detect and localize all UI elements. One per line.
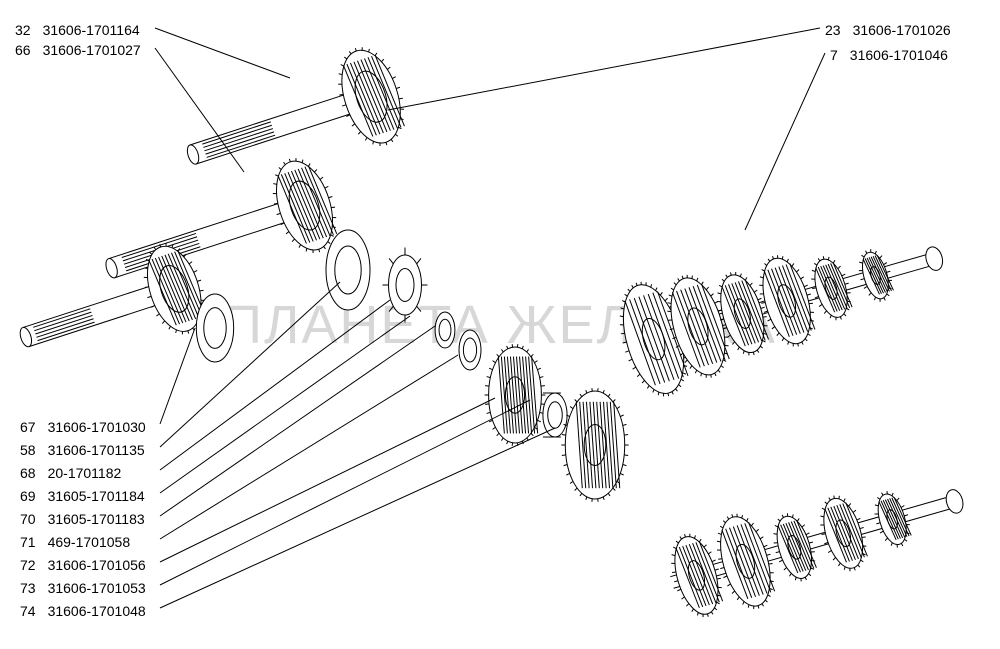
callout-partnumber: 31605-1701184 (48, 489, 145, 503)
callout-index: 23 (825, 23, 841, 37)
callout-index: 7 (830, 48, 838, 62)
callout-partnumber: 31606-1701027 (43, 43, 141, 57)
callout-partnumber: 31606-1701053 (48, 581, 146, 595)
leader-lines (0, 0, 1000, 649)
callout-partnumber: 31606-1701030 (48, 420, 146, 434)
callout: 70 31605-1701183 (20, 512, 145, 526)
callout-index: 66 (15, 43, 31, 57)
callout-partnumber: 469-1701058 (48, 535, 131, 549)
callout: 7 31606-1701046 (830, 48, 948, 62)
callout-index: 70 (20, 512, 36, 526)
callout: 72 31606-1701056 (20, 558, 146, 572)
callout-partnumber: 31606-1701164 (43, 23, 140, 37)
diagram-page: ПЛАНЕТА ЖЕЛЕЗКА 32 31606-1701164 66 31606-1… (0, 0, 1000, 649)
callout: 66 31606-1701027 (15, 43, 141, 57)
callout-index: 68 (20, 466, 36, 480)
callout-partnumber: 31606-1701048 (48, 604, 146, 618)
callout-partnumber: 31606-1701135 (48, 443, 145, 457)
callout: 73 31606-1701053 (20, 581, 146, 595)
callout: 58 31606-1701135 (20, 443, 145, 457)
callout-index: 73 (20, 581, 36, 595)
callout-partnumber: 31606-1701026 (853, 23, 951, 37)
callout-partnumber: 31606-1701056 (48, 558, 146, 572)
callout-index: 72 (20, 558, 36, 572)
callout: 23 31606-1701026 (825, 23, 951, 37)
callout-index: 32 (15, 23, 31, 37)
callout-index: 69 (20, 489, 36, 503)
callout-partnumber: 20-1701182 (48, 466, 122, 480)
callout: 71 469-1701058 (20, 535, 130, 549)
callout: 68 20-1701182 (20, 466, 121, 480)
callout: 69 31605-1701184 (20, 489, 145, 503)
callout: 67 31606-1701030 (20, 420, 146, 434)
callout-index: 58 (20, 443, 36, 457)
callout-partnumber: 31605-1701183 (48, 512, 145, 526)
callout-partnumber: 31606-1701046 (850, 48, 948, 62)
callout: 32 31606-1701164 (15, 23, 140, 37)
watermark-text: ПЛАНЕТА ЖЕЛЕЗКА (223, 294, 777, 356)
callout: 74 31606-1701048 (20, 604, 146, 618)
callout-index: 71 (20, 535, 36, 549)
callout-index: 67 (20, 420, 36, 434)
callout-index: 74 (20, 604, 36, 618)
